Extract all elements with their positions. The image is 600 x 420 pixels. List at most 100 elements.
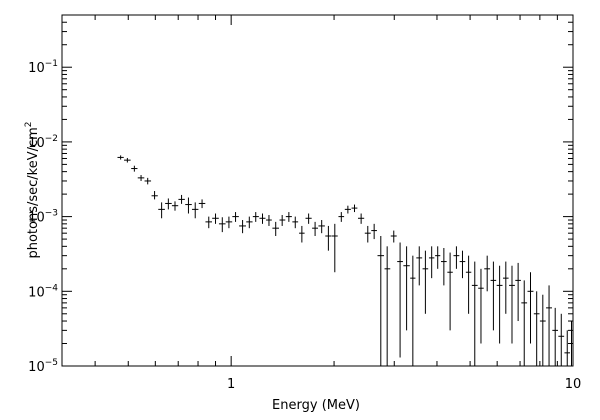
data-point — [478, 268, 484, 344]
data-point — [292, 216, 299, 229]
data-point — [198, 199, 206, 209]
data-point — [144, 177, 152, 185]
data-point — [252, 212, 259, 222]
y-tick-label-exponent: −5 — [45, 358, 58, 368]
data-point — [521, 280, 528, 366]
data-point — [502, 261, 509, 314]
y-tick-label-mantissa: 10 — [28, 360, 45, 375]
data-point — [171, 201, 179, 211]
data-point — [178, 194, 185, 204]
x-axis-tick-labels: 1 10 — [227, 377, 581, 392]
y-tick-label-exponent: −1 — [45, 59, 58, 69]
data-point — [239, 220, 246, 234]
y-tick-label: 10−2 — [28, 134, 58, 151]
data-point — [259, 213, 266, 224]
data-point — [225, 216, 233, 229]
data-point — [416, 246, 423, 286]
y-axis-tick-labels: 10−110−210−310−410−5 — [28, 59, 58, 375]
data-point — [285, 212, 292, 222]
data-point — [364, 225, 371, 243]
y-tick-label: 10−1 — [28, 59, 58, 76]
data-points — [117, 155, 573, 366]
data-point — [410, 255, 416, 366]
data-point — [158, 202, 165, 219]
data-point — [212, 213, 219, 224]
data-point — [465, 255, 472, 314]
data-point — [496, 265, 503, 344]
data-point — [358, 213, 365, 224]
data-point — [471, 261, 478, 366]
data-point — [447, 252, 453, 331]
y-tick-label-exponent: −3 — [45, 209, 58, 219]
data-point — [131, 165, 138, 172]
x-axis-title: Energy (MeV) — [272, 398, 360, 413]
y-tick-label-exponent: −4 — [45, 283, 59, 293]
data-point — [558, 313, 565, 366]
y-axis-ticks — [62, 14, 573, 367]
y-axis-title-superscript: 2 — [24, 121, 34, 127]
x-tick-label: 10 — [565, 377, 582, 392]
data-point — [338, 212, 345, 222]
data-point — [325, 225, 332, 251]
x-axis-ticks — [94, 15, 574, 366]
y-tick-label-mantissa: 10 — [28, 211, 45, 226]
data-point — [299, 225, 305, 243]
data-point — [371, 223, 377, 240]
data-point — [459, 250, 466, 279]
data-point — [453, 246, 460, 269]
data-point — [117, 155, 124, 160]
y-tick-label-exponent: −2 — [45, 134, 58, 144]
data-point — [564, 330, 571, 366]
data-point — [435, 246, 441, 269]
y-tick-label-mantissa: 10 — [28, 285, 45, 300]
data-point — [344, 205, 351, 214]
data-point — [305, 213, 312, 224]
data-point — [266, 215, 272, 226]
y-tick-label-mantissa: 10 — [28, 61, 45, 76]
data-point — [552, 307, 559, 366]
data-point — [185, 197, 192, 214]
data-point — [515, 262, 521, 322]
data-point — [390, 230, 397, 243]
data-point — [440, 247, 447, 286]
data-point — [422, 250, 429, 314]
data-point — [151, 191, 158, 200]
data-point — [484, 255, 491, 292]
data-point — [509, 265, 515, 344]
data-point — [165, 198, 172, 210]
data-point — [570, 321, 573, 366]
data-point — [539, 294, 546, 366]
data-point — [351, 204, 358, 213]
data-point — [533, 291, 540, 366]
data-point — [384, 246, 391, 366]
data-point — [232, 212, 239, 222]
data-point — [527, 272, 534, 344]
data-point — [318, 220, 325, 234]
plot-border — [61, 14, 574, 367]
data-point — [428, 246, 435, 279]
data-point — [312, 221, 319, 236]
data-point — [279, 215, 286, 226]
y-tick-label: 10−5 — [28, 358, 58, 375]
x-tick-label: 1 — [227, 377, 235, 392]
y-axis-title: photons/sec/keV/cm2 — [24, 121, 41, 258]
data-point — [377, 235, 385, 366]
data-point — [218, 217, 226, 233]
y-axis-title-text: photons/sec/keV/cm — [26, 127, 41, 258]
y-tick-label: 10−4 — [28, 283, 58, 300]
data-point — [397, 242, 403, 358]
data-point — [191, 202, 199, 219]
data-point — [546, 285, 552, 366]
data-point — [246, 216, 253, 229]
data-point — [272, 221, 279, 236]
data-point — [137, 175, 145, 181]
plot-frame — [61, 14, 574, 367]
y-tick-label-mantissa: 10 — [28, 136, 45, 151]
data-point — [205, 216, 213, 229]
data-point — [490, 261, 497, 331]
data-point — [403, 246, 410, 331]
data-point — [124, 157, 131, 163]
data-point — [331, 223, 338, 273]
